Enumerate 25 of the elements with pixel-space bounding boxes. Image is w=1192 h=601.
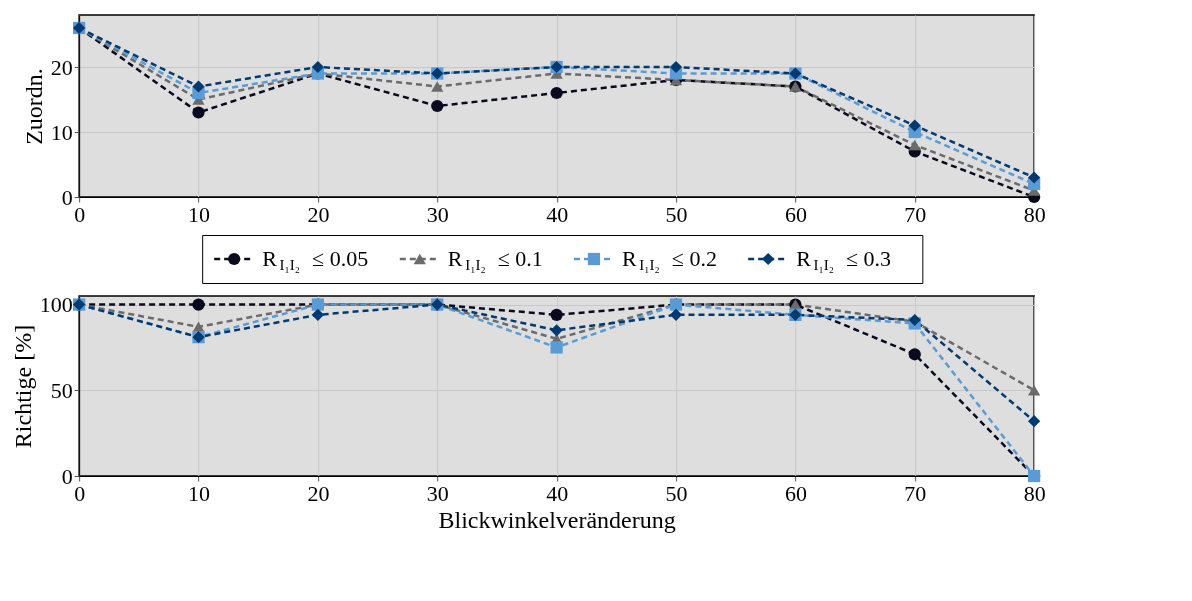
x-tick-label: 10 [188, 480, 210, 506]
x-tick-label: 40 [546, 201, 569, 227]
y-axis-title: Zuordn. [20, 68, 47, 145]
y-tick-label: 10 [50, 119, 73, 145]
x-tick-label: 60 [784, 201, 807, 227]
x-tick-label: 80 [1023, 201, 1046, 227]
x-tick-label: 50 [665, 201, 688, 227]
x-tick-label: 40 [546, 480, 569, 506]
y-tick-label: 0 [61, 184, 73, 210]
x-tick-label: 50 [665, 480, 688, 506]
x-tick-label: 70 [904, 201, 927, 227]
x-axis-title: Blickwinkelveränderung [438, 506, 676, 533]
y-tick-label: 100 [39, 292, 73, 318]
x-tick-label: 10 [188, 201, 210, 227]
x-tick-label: 20 [307, 201, 330, 227]
x-tick-label: 60 [784, 480, 807, 506]
x-tick-label: 30 [426, 201, 449, 227]
x-tick-label: 70 [904, 480, 927, 506]
y-tick-label: 50 [50, 377, 73, 403]
x-tick-label: 20 [307, 480, 330, 506]
x-tick-label: 80 [1023, 480, 1046, 506]
y-axis-title: Richtige [%] [9, 324, 36, 449]
y-tick-label: 0 [61, 463, 73, 489]
y-tick-label: 20 [50, 54, 73, 80]
x-tick-label: 30 [426, 480, 449, 506]
